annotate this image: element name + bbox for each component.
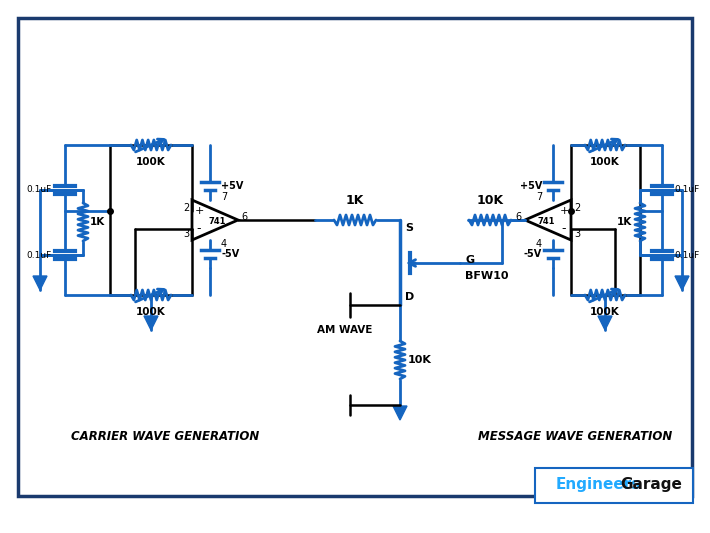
Text: D: D — [405, 292, 414, 302]
Polygon shape — [675, 276, 689, 290]
Text: 6: 6 — [241, 212, 247, 222]
Text: 4: 4 — [536, 239, 542, 249]
Text: 100K: 100K — [136, 307, 166, 317]
Text: 100K: 100K — [590, 307, 620, 317]
Text: 0.1uF: 0.1uF — [674, 185, 699, 195]
Text: -5V: -5V — [524, 249, 542, 259]
Text: 0.1uF: 0.1uF — [674, 251, 699, 260]
Bar — [535, 468, 693, 503]
Text: 6: 6 — [516, 212, 522, 222]
Text: 3: 3 — [183, 229, 189, 239]
Polygon shape — [144, 316, 158, 330]
Text: 7: 7 — [221, 192, 227, 202]
Text: 2: 2 — [574, 203, 580, 213]
Text: G: G — [465, 255, 474, 265]
Text: -: - — [197, 222, 201, 236]
Text: 2: 2 — [182, 203, 189, 213]
Polygon shape — [598, 316, 612, 330]
Polygon shape — [33, 276, 47, 290]
Text: 100K: 100K — [590, 157, 620, 167]
Text: 7: 7 — [536, 192, 542, 202]
Text: +5V: +5V — [520, 181, 542, 191]
Text: +: + — [195, 206, 204, 216]
Text: MESSAGE WAVE GENERATION: MESSAGE WAVE GENERATION — [478, 430, 672, 443]
Text: 10K: 10K — [476, 194, 503, 207]
Text: S: S — [405, 223, 413, 233]
Text: 1K: 1K — [90, 217, 105, 227]
Text: +: + — [559, 206, 569, 216]
Text: 4: 4 — [221, 239, 227, 249]
Text: 0.1uF: 0.1uF — [27, 251, 52, 260]
Text: 741: 741 — [537, 217, 555, 227]
Text: 741: 741 — [208, 217, 226, 227]
Text: CARRIER WAVE GENERATION: CARRIER WAVE GENERATION — [71, 430, 259, 443]
Text: BFW10: BFW10 — [465, 271, 508, 281]
Text: 10K: 10K — [408, 355, 432, 365]
Text: Garage: Garage — [620, 478, 682, 492]
Polygon shape — [192, 200, 238, 240]
Text: +5V: +5V — [221, 181, 244, 191]
Text: AM WAVE: AM WAVE — [317, 325, 373, 335]
Text: -: - — [562, 222, 567, 236]
Bar — [18, 18, 692, 496]
Text: 1K: 1K — [617, 217, 632, 227]
Text: 3: 3 — [574, 229, 580, 239]
Text: 0.1uF: 0.1uF — [27, 185, 52, 195]
Text: Engineers: Engineers — [555, 478, 640, 492]
Text: 1K: 1K — [346, 194, 364, 207]
Text: -5V: -5V — [221, 249, 239, 259]
Polygon shape — [393, 406, 407, 420]
Text: 100K: 100K — [136, 157, 166, 167]
Polygon shape — [525, 200, 571, 240]
